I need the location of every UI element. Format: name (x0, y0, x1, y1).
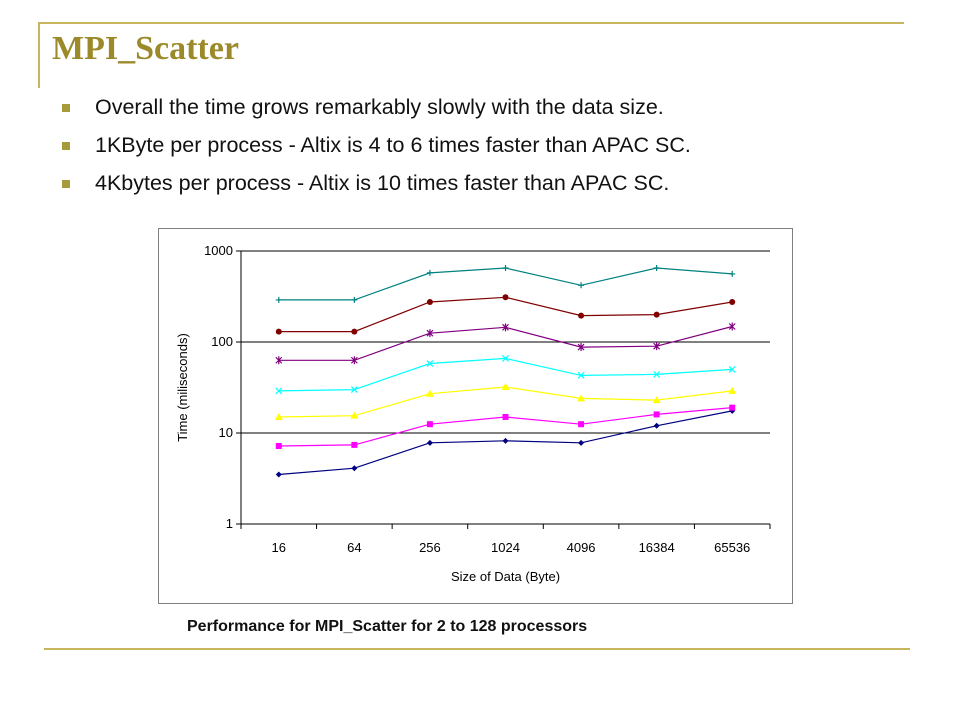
bottom-rule (44, 648, 910, 650)
data-point (729, 299, 736, 306)
x-tick-label: 64 (347, 540, 361, 555)
data-point (577, 371, 585, 379)
data-point (501, 383, 510, 391)
data-point (351, 296, 358, 303)
data-point (653, 265, 660, 272)
data-point (653, 342, 661, 351)
y-tick-label: 10 (219, 425, 233, 440)
left-rule (38, 22, 40, 88)
x-tick-label: 4096 (567, 540, 596, 555)
data-point (653, 371, 661, 378)
data-point (728, 365, 736, 373)
chart-container: 1 10 100 1000 16 64 256 1024 4096 16384 65536 Size … (158, 228, 793, 604)
square-bullet-icon (62, 180, 70, 188)
data-point (350, 386, 358, 394)
series-line (278, 386, 733, 418)
y-tick-label: 1000 (204, 243, 233, 258)
data-point (350, 411, 359, 419)
x-tick-label: 1024 (491, 540, 520, 555)
data-point (729, 404, 736, 411)
data-point (426, 269, 433, 276)
data-point (578, 439, 585, 446)
slide-title: MPI_Scatter (52, 30, 239, 67)
bullet-text: Overall the time grows remarkably slowly… (95, 95, 664, 119)
x-tick-label: 256 (419, 540, 441, 555)
data-point (426, 299, 433, 306)
data-point (425, 389, 434, 397)
data-point (728, 386, 737, 394)
data-point (502, 323, 509, 332)
y-tick-label: 100 (211, 334, 233, 349)
y-tick-label: 1 (226, 516, 233, 531)
line-chart: 1 10 100 1000 16 64 256 1024 4096 16384 65536 Size … (175, 243, 771, 584)
data-point (426, 329, 434, 338)
data-point (653, 311, 660, 318)
data-point (426, 360, 434, 367)
data-point (351, 441, 358, 448)
y-axis-title: Time (miliseconds) (175, 333, 190, 442)
square-bullet-icon (62, 142, 70, 150)
data-point (351, 328, 358, 335)
bullet-text: 1KByte per process - Altix is 4 to 6 tim… (95, 133, 691, 157)
data-point (578, 421, 585, 428)
data-point (728, 322, 736, 331)
x-tick-label: 16 (272, 540, 286, 555)
square-bullet-icon (62, 104, 70, 112)
data-point (502, 354, 509, 362)
data-point (653, 411, 660, 418)
data-point (578, 282, 585, 289)
data-point (351, 465, 358, 472)
data-point (577, 394, 586, 402)
data-point (577, 343, 585, 352)
data-point (426, 421, 433, 428)
data-point (275, 356, 283, 365)
data-point (653, 422, 660, 429)
data-point (275, 328, 282, 335)
chart-caption: Performance for MPI_Scatter for 2 to 128… (187, 618, 588, 635)
data-point (275, 296, 282, 303)
data-point (275, 387, 283, 395)
data-point (275, 471, 282, 478)
x-axis-title: Size of Data (Byte) (451, 569, 560, 584)
data-point (426, 439, 433, 446)
data-point (502, 294, 509, 301)
data-point (502, 265, 509, 272)
x-tick-label: 16384 (639, 540, 675, 555)
data-point (275, 442, 282, 449)
x-tick-label: 65536 (714, 540, 750, 555)
data-point (652, 396, 661, 404)
data-point (578, 312, 585, 319)
data-point (350, 356, 358, 365)
top-rule (38, 22, 904, 24)
data-point (502, 437, 509, 444)
data-point (729, 270, 736, 277)
data-point (502, 413, 509, 420)
data-point (274, 412, 283, 420)
bullet-text: 4Kbytes per process - Altix is 10 times … (95, 171, 670, 195)
